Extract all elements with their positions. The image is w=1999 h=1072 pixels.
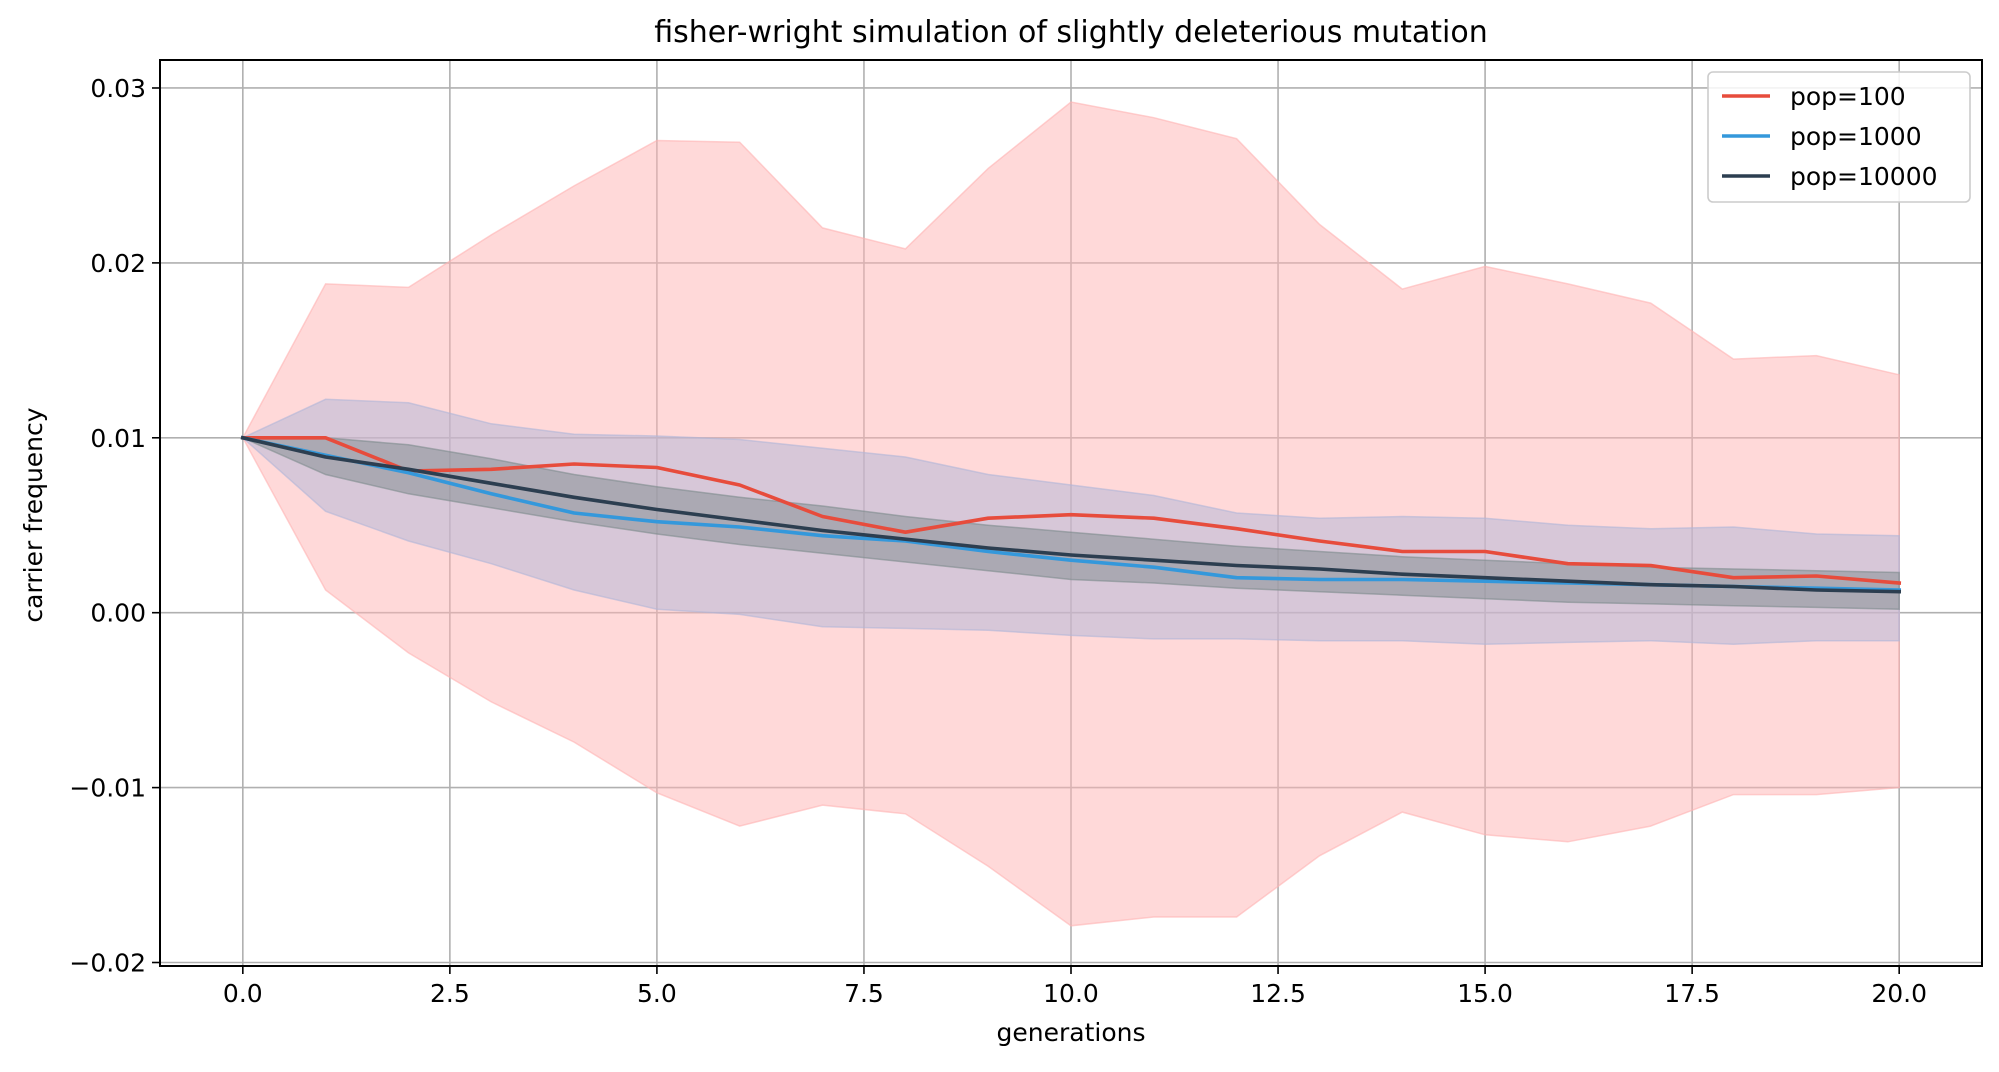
legend-box: [1707, 71, 1971, 203]
x-tick-label: 17.5: [1664, 979, 1720, 1008]
y-tick-label: 0.01: [90, 424, 146, 453]
x-tick-label: 0.0: [223, 979, 263, 1008]
legend-label: pop=10000: [1790, 162, 1938, 191]
x-tick-label: 7.5: [844, 979, 884, 1008]
y-tick-label: 0.03: [90, 74, 146, 103]
y-tick-label: −0.02: [69, 949, 146, 978]
chart-title: fisher-wright simulation of slightly del…: [654, 15, 1487, 50]
x-tick-label: 12.5: [1250, 979, 1306, 1008]
line-pop-10000: [240, 435, 1902, 594]
y-tick-label: 0.00: [90, 599, 146, 628]
x-tick-label: 5.0: [637, 979, 677, 1008]
x-tick-label: 2.5: [430, 979, 470, 1008]
y-tick-label: 0.02: [90, 249, 146, 278]
x-axis-label: generations: [997, 1018, 1146, 1047]
y-axis-label: carrier frequency: [19, 407, 48, 622]
legend: pop=100 pop=1000 pop=10000: [1707, 71, 1971, 203]
y-tick-label: −0.01: [69, 774, 146, 803]
legend-label: pop=100: [1790, 82, 1906, 111]
x-tick-label: 10.0: [1043, 979, 1099, 1008]
x-tick-label: 15.0: [1457, 979, 1513, 1008]
x-tick-label: 20.0: [1871, 979, 1927, 1008]
series-lines: [240, 435, 1902, 594]
legend-label: pop=1000: [1790, 122, 1922, 151]
axis-ticks: 0.0 2.5 5.0 7.5 10.0 12.5 15.0 17.5 20.0 −0.02 −0.…: [69, 74, 1927, 1008]
line-pop-100: [241, 435, 1902, 585]
